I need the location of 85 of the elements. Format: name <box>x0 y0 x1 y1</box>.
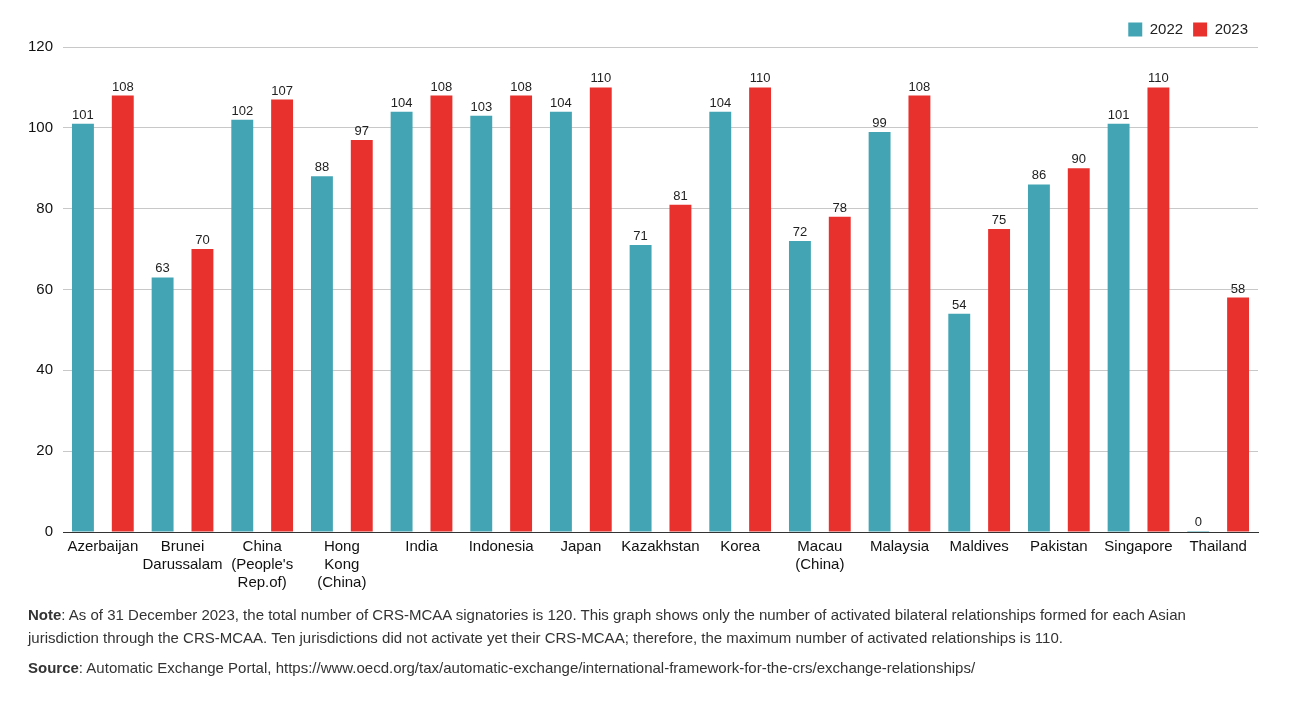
data-label: 72 <box>792 224 808 240</box>
bar <box>1147 87 1170 532</box>
data-label: 104 <box>390 94 413 110</box>
bar <box>709 111 732 532</box>
x-tick-label: Brunei Darussalam <box>142 537 223 573</box>
data-label: 71 <box>633 228 648 244</box>
bar <box>271 99 294 532</box>
data-label: 90 <box>1071 151 1086 167</box>
bar <box>549 111 572 532</box>
legend-label: 2022 <box>1149 19 1184 37</box>
bar <box>231 119 254 532</box>
bar <box>111 95 134 532</box>
data-label: 110 <box>749 70 771 86</box>
source-note: Source: Automatic Exchange Portal, https://www.oecd.org/tax/automatic-exchange/international-framework-for-the-crs/exchange-relationships/ <box>28 659 976 676</box>
text: Note: As of 31 December 2023, the total number of CRS-MCAA signatories is 120. This graph shows only the number of activated bilateral relationships formed for each Asian jurisdiction through the CRS-MCAA. Ten jurisdictions did not activate yet their CRS-MCAA; therefore, the maximum number of activated relationships is 110. <box>28 606 1186 646</box>
bar <box>988 228 1011 532</box>
bar <box>350 139 373 532</box>
x-tick-label: Hong Kong (China) <box>317 537 367 591</box>
data-label: 99 <box>872 114 887 130</box>
bar <box>510 95 533 532</box>
bar <box>908 95 931 532</box>
x-tick-label: Singapore <box>1104 537 1173 555</box>
data-label: 108 <box>111 78 134 94</box>
legend-label: 2023 <box>1214 19 1249 37</box>
bar <box>828 216 851 532</box>
bar <box>151 277 174 532</box>
x-tick-label: China (People's Rep.of) <box>231 537 294 591</box>
y-tick-label: 80 <box>36 198 54 216</box>
y-tick-label: 40 <box>36 360 54 378</box>
bar <box>1107 123 1130 532</box>
bar <box>470 115 493 532</box>
data-label: 54 <box>952 296 967 312</box>
data-label: 108 <box>510 78 532 94</box>
data-label: 107 <box>271 82 293 98</box>
bar <box>788 241 811 532</box>
data-label: 104 <box>550 94 572 110</box>
bar <box>629 245 652 532</box>
data-label: 75 <box>991 211 1007 227</box>
bar <box>191 249 214 532</box>
x-tick-label: Azerbaijan <box>67 537 139 555</box>
x-tick-label: Korea <box>720 537 761 555</box>
bar <box>749 87 772 532</box>
data-label: 63 <box>155 260 170 276</box>
data-label: 104 <box>709 94 732 110</box>
x-tick-label: Maldives <box>949 537 1009 555</box>
data-label: 88 <box>314 159 330 175</box>
data-label: 103 <box>470 98 493 114</box>
data-label: 58 <box>1230 280 1246 296</box>
x-tick-label: Kazakhstan <box>621 537 700 555</box>
data-label: 108 <box>430 78 453 94</box>
data-label: 81 <box>673 187 688 203</box>
data-label: 70 <box>195 232 210 248</box>
y-tick-label: 60 <box>36 279 54 297</box>
data-label: 102 <box>231 102 254 118</box>
bar <box>310 176 333 532</box>
x-tick-label: Thailand <box>1189 537 1247 555</box>
bar <box>948 313 971 532</box>
y-tick-label: 120 <box>28 37 54 55</box>
data-label: 110 <box>1148 70 1169 86</box>
bar <box>669 204 692 532</box>
x-tick-label: Macau (China) <box>795 537 845 573</box>
data-label: 0 <box>1194 514 1202 530</box>
bar <box>1227 297 1250 532</box>
bar <box>1067 168 1090 532</box>
x-tick-label: Japan <box>560 537 602 555</box>
data-label: 97 <box>354 123 369 139</box>
bar <box>589 87 612 532</box>
data-label: 108 <box>908 78 931 94</box>
x-tick-label: India <box>405 537 439 555</box>
bar <box>71 123 94 532</box>
data-label: 101 <box>1107 106 1130 122</box>
data-label: 78 <box>832 199 847 215</box>
data-label: 110 <box>590 70 612 86</box>
x-tick-label: Malaysia <box>869 537 930 555</box>
bar <box>390 111 413 532</box>
data-label: 101 <box>72 106 94 122</box>
bar <box>868 131 891 532</box>
y-tick-label: 20 <box>36 441 54 459</box>
x-tick-label: Indonesia <box>468 537 535 555</box>
data-label: 86 <box>1031 167 1047 183</box>
bar <box>430 95 453 532</box>
y-tick-label: 0 <box>44 522 54 540</box>
x-tick-label: Pakistan <box>1030 537 1088 555</box>
y-tick-label: 100 <box>28 117 54 135</box>
bar <box>1027 184 1050 532</box>
